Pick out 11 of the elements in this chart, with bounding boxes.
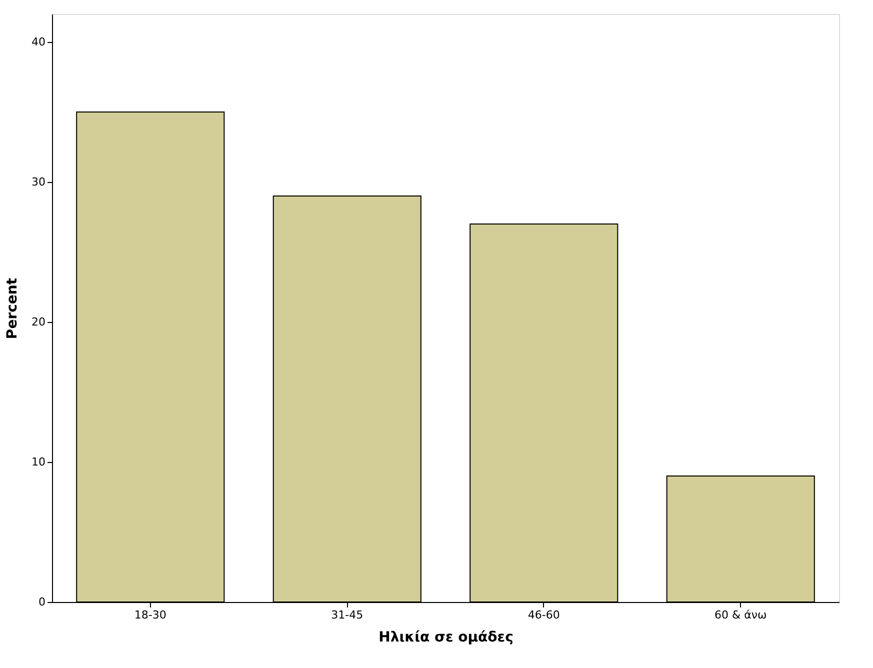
y-tick-label: 40 xyxy=(32,36,46,48)
y-tick-label: 10 xyxy=(32,456,46,468)
y-tick-label: 0 xyxy=(38,596,46,608)
y-tick-label: 20 xyxy=(32,316,46,328)
x-tick-label: 60 & άνω xyxy=(714,608,767,622)
x-tick-label: 18-30 xyxy=(134,608,166,622)
x-tick-label: 46-60 xyxy=(528,608,560,622)
y-axis-title: Percent xyxy=(4,278,21,340)
x-tick-label: 31-45 xyxy=(331,608,364,622)
x-axis-title: Ηλικία σε ομάδες xyxy=(378,630,514,646)
y-tick-label: 30 xyxy=(32,176,46,188)
